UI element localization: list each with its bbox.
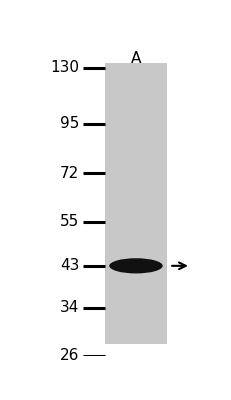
Text: A: A: [130, 51, 140, 66]
Ellipse shape: [109, 258, 162, 274]
Text: 26: 26: [60, 348, 79, 364]
Text: 72: 72: [60, 166, 79, 181]
Text: 43: 43: [60, 258, 79, 273]
Text: 95: 95: [60, 116, 79, 131]
Text: 55: 55: [60, 214, 79, 229]
Text: 34: 34: [60, 300, 79, 316]
Text: 130: 130: [50, 60, 79, 75]
FancyBboxPatch shape: [104, 64, 167, 344]
